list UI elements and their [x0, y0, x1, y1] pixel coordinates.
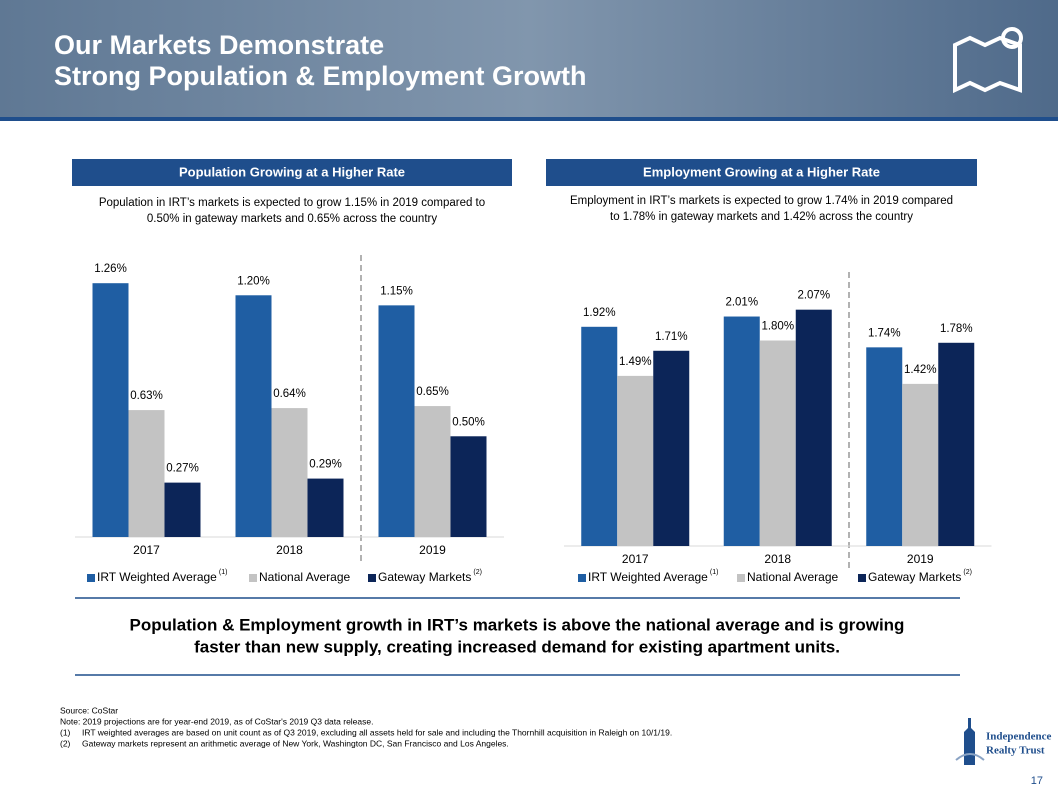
slide-title: Strong Population & Employment Growth — [54, 61, 587, 91]
chart-subtitle: Employment in IRT’s markets is expected … — [570, 195, 953, 207]
bar — [902, 383, 939, 546]
logo: Independence Realty Trust — [955, 718, 1052, 765]
legend-swatch — [858, 574, 866, 582]
section-header — [546, 159, 977, 186]
data-label: 1.71% — [655, 331, 688, 343]
bar — [307, 478, 344, 537]
header-background — [0, 0, 1058, 120]
logo-text: Realty Trust — [986, 745, 1045, 757]
bar — [92, 283, 129, 537]
footnotes: Source: CoStar Note: 2019 projections ar… — [60, 705, 672, 748]
bar — [723, 316, 760, 546]
legend-note: (2) — [473, 569, 482, 576]
data-label: 1.74% — [868, 327, 901, 339]
data-label: 1.80% — [761, 321, 794, 333]
data-label: 0.29% — [309, 459, 342, 471]
legend-swatch — [368, 574, 376, 582]
data-label: 2.07% — [797, 290, 830, 302]
logo-text: Independence — [986, 731, 1052, 743]
data-label: 1.92% — [583, 307, 616, 319]
chart-subtitle: to 1.78% in gateway markets and 1.42% ac… — [610, 211, 913, 223]
legend-note: (1) — [710, 569, 719, 576]
x-tick-label: 2018 — [276, 543, 303, 557]
x-tick-label: 2017 — [622, 552, 649, 566]
bar — [128, 410, 165, 537]
data-label: 0.64% — [273, 388, 306, 400]
footnote: Note: 2019 projections are for year-end … — [60, 716, 373, 726]
footnote: Gateway markets represent an arithmetic … — [82, 738, 509, 748]
bar — [450, 436, 487, 537]
legend-label: National Average — [747, 570, 839, 584]
legend-swatch — [249, 574, 257, 582]
bar — [653, 350, 690, 546]
x-tick-label: 2019 — [419, 543, 446, 557]
bar — [938, 342, 975, 546]
bar — [581, 326, 618, 546]
legend-label: IRT Weighted Average — [588, 570, 708, 584]
legend-label: IRT Weighted Average — [97, 570, 217, 584]
footnote-marker: (2) — [60, 738, 71, 748]
legend-swatch — [87, 574, 95, 582]
bar — [866, 347, 903, 546]
bar — [235, 295, 272, 537]
bar — [164, 482, 201, 537]
slide-title: Our Markets Demonstrate — [54, 30, 384, 60]
bar — [271, 408, 308, 537]
footnote: IRT weighted averages are based on unit … — [82, 727, 672, 737]
chart-subtitle: Population in IRT’s markets is expected … — [99, 197, 485, 209]
x-tick-label: 2017 — [133, 543, 160, 557]
data-label: 1.49% — [619, 356, 652, 368]
data-label: 0.50% — [452, 416, 485, 428]
map-icon — [953, 27, 1023, 94]
bar — [414, 406, 451, 537]
data-label: 1.42% — [904, 364, 937, 376]
callout: faster than new supply, creating increas… — [194, 637, 840, 656]
footnote: Source: CoStar — [60, 705, 118, 715]
data-label: 1.26% — [94, 263, 127, 275]
bar — [378, 305, 415, 537]
footnote-marker: (1) — [60, 727, 71, 737]
legend-label: National Average — [259, 570, 351, 584]
legend-swatch — [737, 574, 745, 582]
data-label: 0.27% — [166, 463, 199, 475]
data-label: 0.65% — [416, 386, 449, 398]
callout: Population & Employment growth in IRT’s … — [130, 615, 905, 634]
header-rule — [0, 117, 1058, 121]
legend-label: Gateway Markets — [378, 570, 471, 584]
chart-title: Population Growing at a Higher Rate — [179, 164, 405, 179]
bar — [795, 309, 832, 546]
x-tick-label: 2018 — [764, 552, 791, 566]
chart-subtitle: 0.50% in gateway markets and 0.65% acros… — [147, 213, 437, 225]
data-label: 1.20% — [237, 275, 270, 287]
data-label: 1.78% — [940, 323, 973, 335]
data-label: 1.15% — [380, 285, 413, 297]
legend-swatch — [578, 574, 586, 582]
data-label: 0.63% — [130, 390, 163, 402]
legend-note: (1) — [219, 569, 228, 576]
legend-label: Gateway Markets — [868, 570, 961, 584]
x-tick-label: 2019 — [907, 552, 934, 566]
bar — [617, 375, 654, 546]
section-header — [72, 159, 512, 186]
bar — [759, 340, 796, 546]
data-label: 2.01% — [725, 297, 758, 309]
page-number: 17 — [1031, 775, 1043, 787]
legend-note: (2) — [963, 569, 972, 576]
chart-title: Employment Growing at a Higher Rate — [643, 164, 880, 179]
